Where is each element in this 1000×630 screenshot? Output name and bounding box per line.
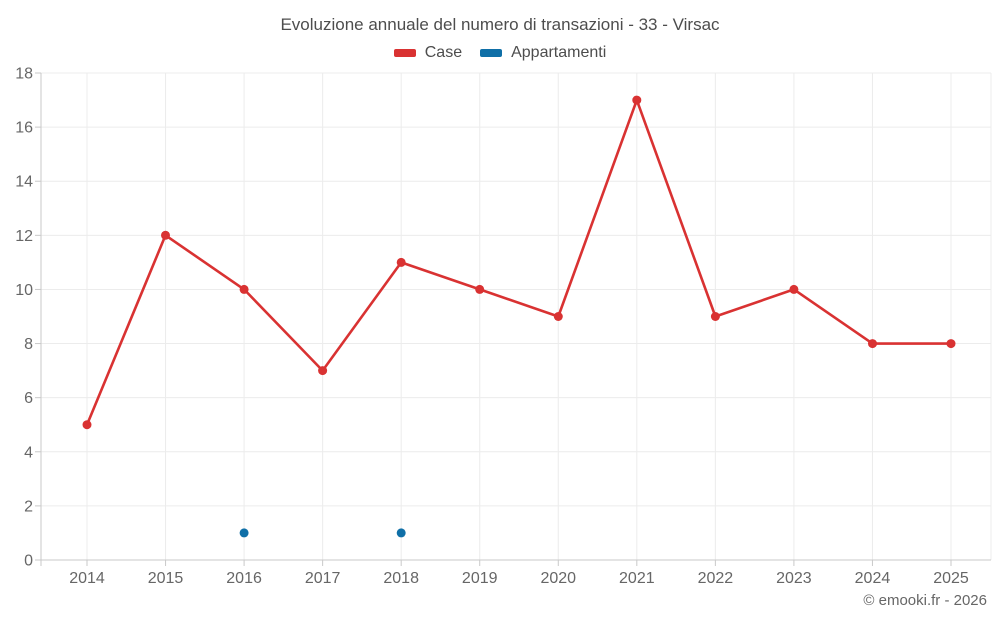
y-axis-tick-label: 16 [15, 120, 33, 137]
chart-legend: Case Appartamenti [0, 44, 1000, 62]
copyright-credit: © emooki.fr - 2026 [863, 592, 987, 609]
legend-item-case[interactable]: Case [393, 44, 463, 62]
data-point-case-2025 [946, 339, 956, 349]
data-point-case-2014 [82, 420, 92, 430]
x-axis-tick-label: 2014 [69, 570, 105, 587]
chart-title: Evoluzione annuale del numero di transaz… [280, 15, 720, 34]
y-axis-tick-label: 8 [24, 336, 33, 353]
data-point-case-2017 [318, 366, 328, 376]
legend-item-appartamenti[interactable]: Appartamenti [480, 44, 606, 62]
series-line-case [85, 98, 953, 426]
data-point-appartamenti-2018 [396, 528, 406, 538]
data-point-case-2024 [868, 339, 877, 349]
data-point-case-2021 [632, 95, 642, 105]
x-axis-tick-label: 2023 [776, 570, 812, 587]
data-point-case-2016 [239, 284, 249, 294]
data-point-case-2022 [710, 312, 720, 321]
x-axis-tick-label: 2016 [226, 570, 262, 587]
case-series-swatch-icon [393, 49, 416, 57]
data-point-case-2020 [553, 312, 563, 321]
x-axis-tick-label: 2018 [383, 570, 419, 587]
y-axis-tick-label: 6 [24, 390, 33, 407]
x-axis-tick-label: 2024 [855, 570, 891, 587]
y-axis-tick-label: 14 [15, 174, 33, 191]
appartamenti-series-swatch-icon [480, 49, 503, 57]
data-point-case-2018 [396, 257, 406, 267]
x-axis-tick-label: 2019 [462, 570, 498, 587]
x-axis-tick-label: 2015 [148, 570, 184, 587]
y-axis-tick-label: 0 [24, 553, 33, 570]
y-axis-tick-label: 4 [24, 444, 33, 461]
y-axis-tick-label: 12 [15, 228, 33, 245]
legend-label-case: Case [424, 44, 463, 61]
x-axis-tick-label: 2025 [933, 570, 969, 587]
data-point-case-2023 [789, 284, 799, 294]
legend-label-appartamenti: Appartamenti [511, 44, 607, 61]
x-axis-tick-label: 2017 [305, 570, 341, 587]
y-axis-tick-label: 2 [24, 498, 33, 515]
y-axis-tick-label: 18 [15, 66, 33, 83]
x-axis-tick-label: 2021 [619, 570, 655, 587]
data-point-case-2019 [475, 284, 485, 294]
data-point-appartamenti-2016 [239, 528, 249, 538]
data-point-case-2015 [161, 230, 170, 240]
y-axis-tick-label: 10 [15, 282, 33, 299]
x-axis-tick-label: 2020 [540, 570, 576, 587]
x-axis-tick-label: 2022 [698, 570, 734, 587]
